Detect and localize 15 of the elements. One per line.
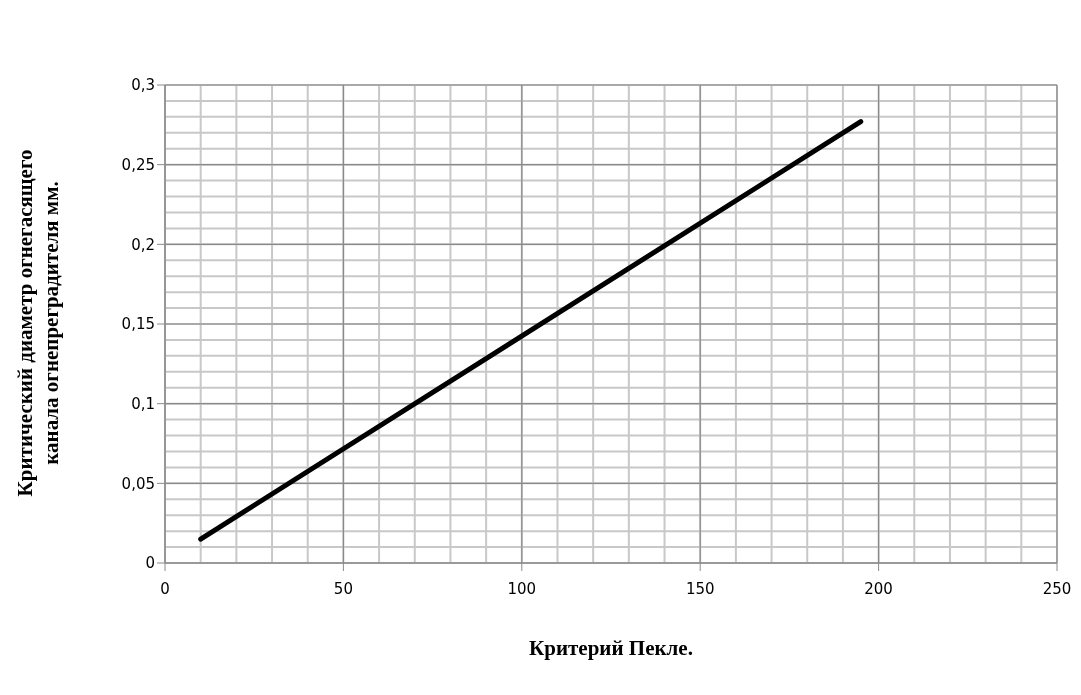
x-tick-label: 50 [333, 579, 353, 598]
y-tick-label: 0,1 [131, 394, 155, 413]
y-tick-label: 0,2 [131, 235, 155, 254]
y-tick-label: 0,15 [121, 315, 155, 334]
y-tick-label: 0,05 [121, 474, 155, 493]
x-tick-label: 250 [1042, 579, 1072, 598]
x-tick-label: 150 [685, 579, 715, 598]
y-axis-title: Критический диаметр огнегасящего канала огнепреградителя мм. [12, 149, 64, 497]
x-tick-label: 0 [160, 579, 170, 598]
x-axis-title: Критерий Пекле. [528, 636, 694, 661]
x-tick-label: 100 [507, 579, 537, 598]
y-tick-label: 0 [145, 554, 155, 573]
y-tick-label: 0,3 [131, 76, 155, 95]
y-tick-label: 0,25 [121, 155, 155, 174]
x-tick-label: 200 [864, 579, 893, 598]
